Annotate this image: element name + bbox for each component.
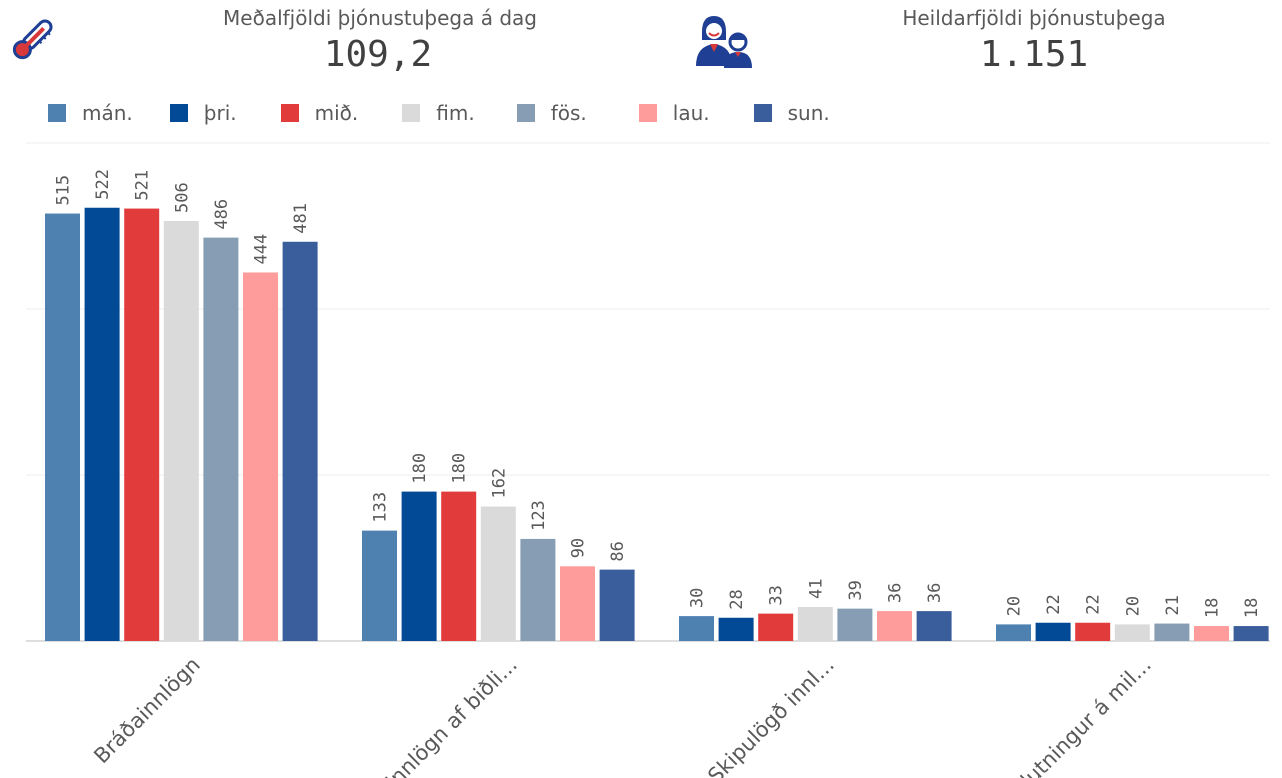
legend-item[interactable]: fim. <box>402 101 475 125</box>
legend-label: fim. <box>436 101 475 125</box>
data-label: 20 <box>1123 596 1143 616</box>
bar <box>837 608 873 641</box>
legend-swatch <box>753 104 772 122</box>
data-label: 123 <box>529 500 549 531</box>
bar <box>45 213 80 642</box>
legend-item[interactable]: fös. <box>516 101 587 125</box>
legend-label: sun. <box>787 101 830 125</box>
legend-swatch <box>516 104 535 122</box>
legend-item[interactable]: þri. <box>169 101 237 125</box>
data-label: 20 <box>1005 596 1025 616</box>
bar <box>163 221 199 641</box>
kpi-avg-value: 109,2 <box>323 34 433 75</box>
data-label: 180 <box>450 453 470 484</box>
data-label: 22 <box>1084 594 1104 614</box>
data-label: 180 <box>410 453 430 484</box>
legend-label: þri. <box>203 101 237 125</box>
chart-legend: mán. þri. mið. fim. fös. lau. sun. <box>48 98 830 128</box>
bar <box>718 617 754 641</box>
legend-item[interactable]: mán. <box>48 101 133 125</box>
data-label: 521 <box>133 170 153 201</box>
legend-label: lau. <box>672 101 710 125</box>
legend-item[interactable]: sun. <box>753 101 830 125</box>
bar <box>1154 623 1190 641</box>
data-label: 86 <box>608 541 628 561</box>
kpi-total-value: 1.151 <box>979 34 1089 75</box>
bar <box>679 616 714 641</box>
data-label: 36 <box>925 583 945 603</box>
bar <box>877 611 912 641</box>
legend-label: mið. <box>314 101 359 125</box>
thermometer-icon <box>8 14 58 64</box>
data-label: 522 <box>93 169 113 200</box>
data-label: 21 <box>1163 595 1183 615</box>
data-label: 133 <box>371 492 391 523</box>
bar <box>282 241 318 641</box>
kpi-total-label: Heildarfjöldi þjónustuþega <box>902 6 1166 30</box>
legend-label: fös. <box>550 101 587 125</box>
bar <box>520 538 556 641</box>
data-label: 162 <box>489 468 509 499</box>
bar <box>84 207 120 642</box>
bar <box>758 613 794 641</box>
bar <box>1035 622 1071 641</box>
legend-label: mán. <box>82 101 133 125</box>
data-label: 90 <box>569 538 589 558</box>
data-label: 36 <box>886 583 906 603</box>
data-label: 506 <box>172 182 192 213</box>
data-label: 18 <box>1203 598 1223 618</box>
bar <box>1194 626 1229 641</box>
bar <box>599 569 635 641</box>
data-label: 33 <box>767 585 787 605</box>
legend-item[interactable]: mið. <box>280 101 359 125</box>
people-icon <box>694 12 754 70</box>
bar <box>560 566 595 641</box>
bar <box>480 506 516 641</box>
bar <box>916 611 952 641</box>
x-tick-label: Innlögn af biðli... <box>381 653 522 778</box>
bar <box>441 491 477 641</box>
bar <box>124 208 160 641</box>
data-label: 22 <box>1044 594 1064 614</box>
bar <box>996 624 1031 641</box>
data-label: 41 <box>806 578 826 598</box>
x-tick-label: Bráðainnlögn <box>89 653 205 769</box>
data-label: 486 <box>212 199 232 230</box>
bar <box>1075 622 1111 641</box>
data-label: 444 <box>252 234 272 265</box>
bar <box>243 272 278 641</box>
data-label: 515 <box>54 175 74 206</box>
legend-swatch <box>402 104 421 122</box>
bar <box>203 237 239 641</box>
bar <box>797 606 833 641</box>
data-label: 28 <box>727 589 747 609</box>
x-tick-label: Flutningur á mil... <box>1008 653 1156 778</box>
bar <box>362 530 397 641</box>
data-label: 481 <box>291 203 311 234</box>
legend-swatch <box>638 104 657 122</box>
bar <box>1114 624 1150 641</box>
bar <box>1233 626 1269 641</box>
legend-item[interactable]: lau. <box>638 101 710 125</box>
data-label: 30 <box>688 588 708 608</box>
legend-swatch <box>48 104 66 122</box>
legend-swatch <box>169 104 188 122</box>
data-label: 18 <box>1242 598 1262 618</box>
kpi-avg-label: Meðalfjöldi þjónustuþega á dag <box>223 6 537 30</box>
data-label: 39 <box>846 580 866 600</box>
bar <box>401 491 437 641</box>
x-tick-label: Skipulögð innl... <box>703 653 839 778</box>
legend-swatch <box>280 104 299 122</box>
